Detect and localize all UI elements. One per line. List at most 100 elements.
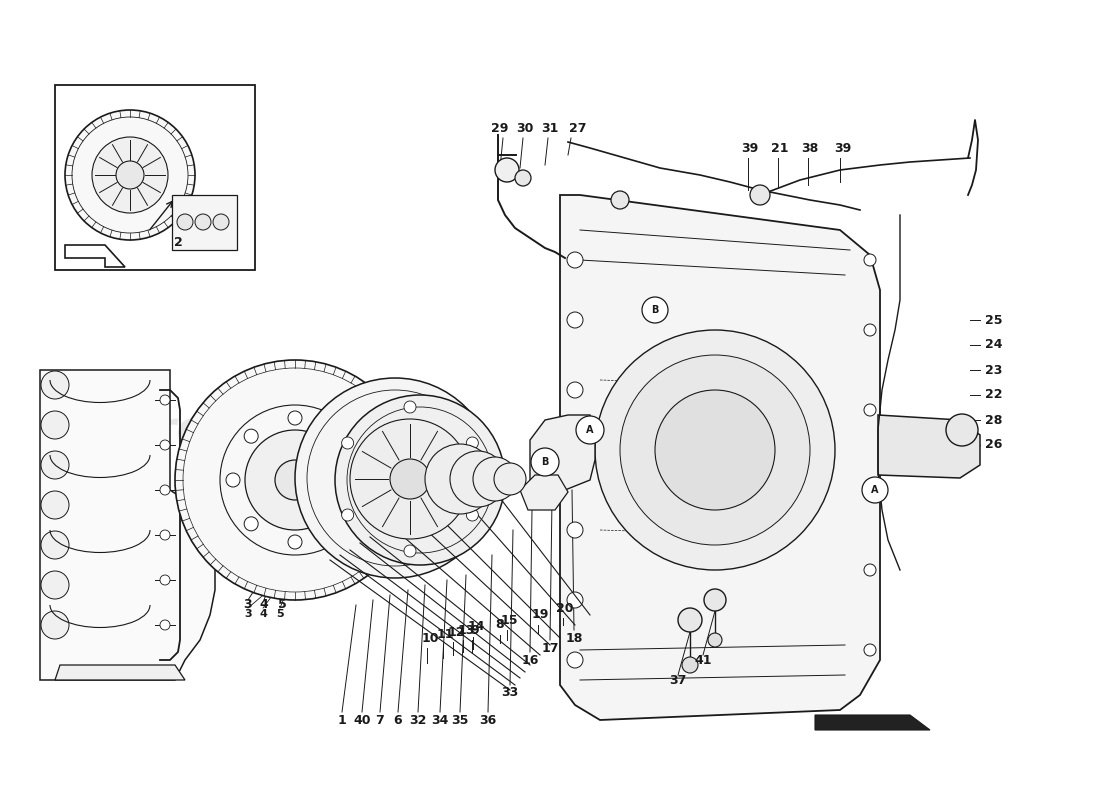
Circle shape — [404, 401, 416, 413]
Circle shape — [708, 633, 722, 647]
Polygon shape — [55, 665, 185, 680]
Circle shape — [41, 571, 69, 599]
Circle shape — [336, 395, 505, 565]
Circle shape — [41, 411, 69, 439]
Circle shape — [41, 491, 69, 519]
Circle shape — [342, 509, 353, 521]
Circle shape — [92, 137, 168, 213]
Circle shape — [531, 448, 559, 476]
Text: 21: 21 — [771, 142, 789, 154]
Circle shape — [610, 191, 629, 209]
Circle shape — [682, 657, 698, 673]
Circle shape — [175, 360, 415, 600]
Circle shape — [704, 589, 726, 611]
Circle shape — [288, 411, 302, 425]
Circle shape — [65, 110, 195, 240]
Text: 38: 38 — [802, 142, 818, 154]
Text: eurospares: eurospares — [588, 479, 851, 521]
Text: B: B — [651, 305, 659, 315]
Circle shape — [195, 214, 211, 230]
Text: 2: 2 — [174, 237, 183, 250]
Polygon shape — [520, 475, 568, 510]
Circle shape — [160, 530, 170, 540]
Circle shape — [295, 378, 495, 578]
Circle shape — [473, 457, 517, 501]
Text: 9: 9 — [471, 623, 480, 637]
Circle shape — [566, 592, 583, 608]
Circle shape — [566, 522, 583, 538]
Text: 14: 14 — [468, 621, 485, 634]
Circle shape — [864, 404, 876, 416]
Text: B: B — [541, 457, 549, 467]
Text: 39: 39 — [741, 142, 759, 154]
Text: 8: 8 — [496, 618, 504, 631]
Circle shape — [332, 517, 345, 531]
Text: 5: 5 — [277, 598, 286, 611]
Circle shape — [226, 473, 240, 487]
Circle shape — [404, 545, 416, 557]
Text: 4: 4 — [260, 598, 268, 611]
Text: 16: 16 — [521, 654, 539, 666]
Circle shape — [864, 254, 876, 266]
Circle shape — [342, 437, 353, 449]
Polygon shape — [530, 415, 595, 492]
Circle shape — [288, 535, 302, 549]
Text: 15: 15 — [500, 614, 518, 626]
Circle shape — [566, 382, 583, 398]
Text: 31: 31 — [541, 122, 559, 134]
Text: 40: 40 — [353, 714, 371, 726]
Circle shape — [576, 416, 604, 444]
Circle shape — [494, 463, 526, 495]
Circle shape — [862, 477, 888, 503]
Circle shape — [642, 297, 668, 323]
Circle shape — [595, 330, 835, 570]
Circle shape — [566, 452, 583, 468]
Circle shape — [495, 158, 519, 182]
Text: 26: 26 — [984, 438, 1002, 451]
Text: 6: 6 — [394, 714, 403, 726]
Circle shape — [864, 644, 876, 656]
Circle shape — [41, 611, 69, 639]
Circle shape — [160, 575, 170, 585]
Circle shape — [160, 485, 170, 495]
FancyBboxPatch shape — [55, 85, 255, 270]
Circle shape — [450, 451, 506, 507]
Circle shape — [864, 484, 876, 496]
Text: A: A — [871, 485, 879, 495]
Circle shape — [466, 437, 478, 449]
Circle shape — [245, 430, 345, 530]
Text: 32: 32 — [409, 714, 427, 726]
Circle shape — [244, 517, 258, 531]
Circle shape — [750, 185, 770, 205]
Text: A: A — [586, 425, 594, 435]
Text: 7: 7 — [375, 714, 384, 726]
Circle shape — [620, 355, 810, 545]
Text: 33: 33 — [502, 686, 518, 699]
Circle shape — [213, 214, 229, 230]
Text: 39: 39 — [835, 142, 851, 154]
Text: 41: 41 — [694, 654, 712, 666]
Text: 19: 19 — [531, 609, 549, 622]
Circle shape — [160, 620, 170, 630]
Circle shape — [41, 531, 69, 559]
Circle shape — [566, 652, 583, 668]
Text: 37: 37 — [669, 674, 686, 686]
Circle shape — [160, 395, 170, 405]
Circle shape — [41, 451, 69, 479]
Text: 28: 28 — [984, 414, 1002, 426]
Text: 3: 3 — [244, 609, 252, 619]
Circle shape — [864, 324, 876, 336]
Circle shape — [177, 214, 192, 230]
Circle shape — [864, 564, 876, 576]
Text: 24: 24 — [984, 338, 1002, 351]
Polygon shape — [878, 415, 980, 478]
Text: 17: 17 — [541, 642, 559, 654]
Text: 27: 27 — [570, 122, 586, 134]
Text: 12: 12 — [448, 626, 464, 638]
Circle shape — [116, 161, 144, 189]
Circle shape — [466, 509, 478, 521]
Circle shape — [41, 371, 69, 399]
Text: 18: 18 — [565, 631, 583, 645]
Polygon shape — [40, 370, 214, 680]
Text: 1: 1 — [338, 714, 346, 726]
